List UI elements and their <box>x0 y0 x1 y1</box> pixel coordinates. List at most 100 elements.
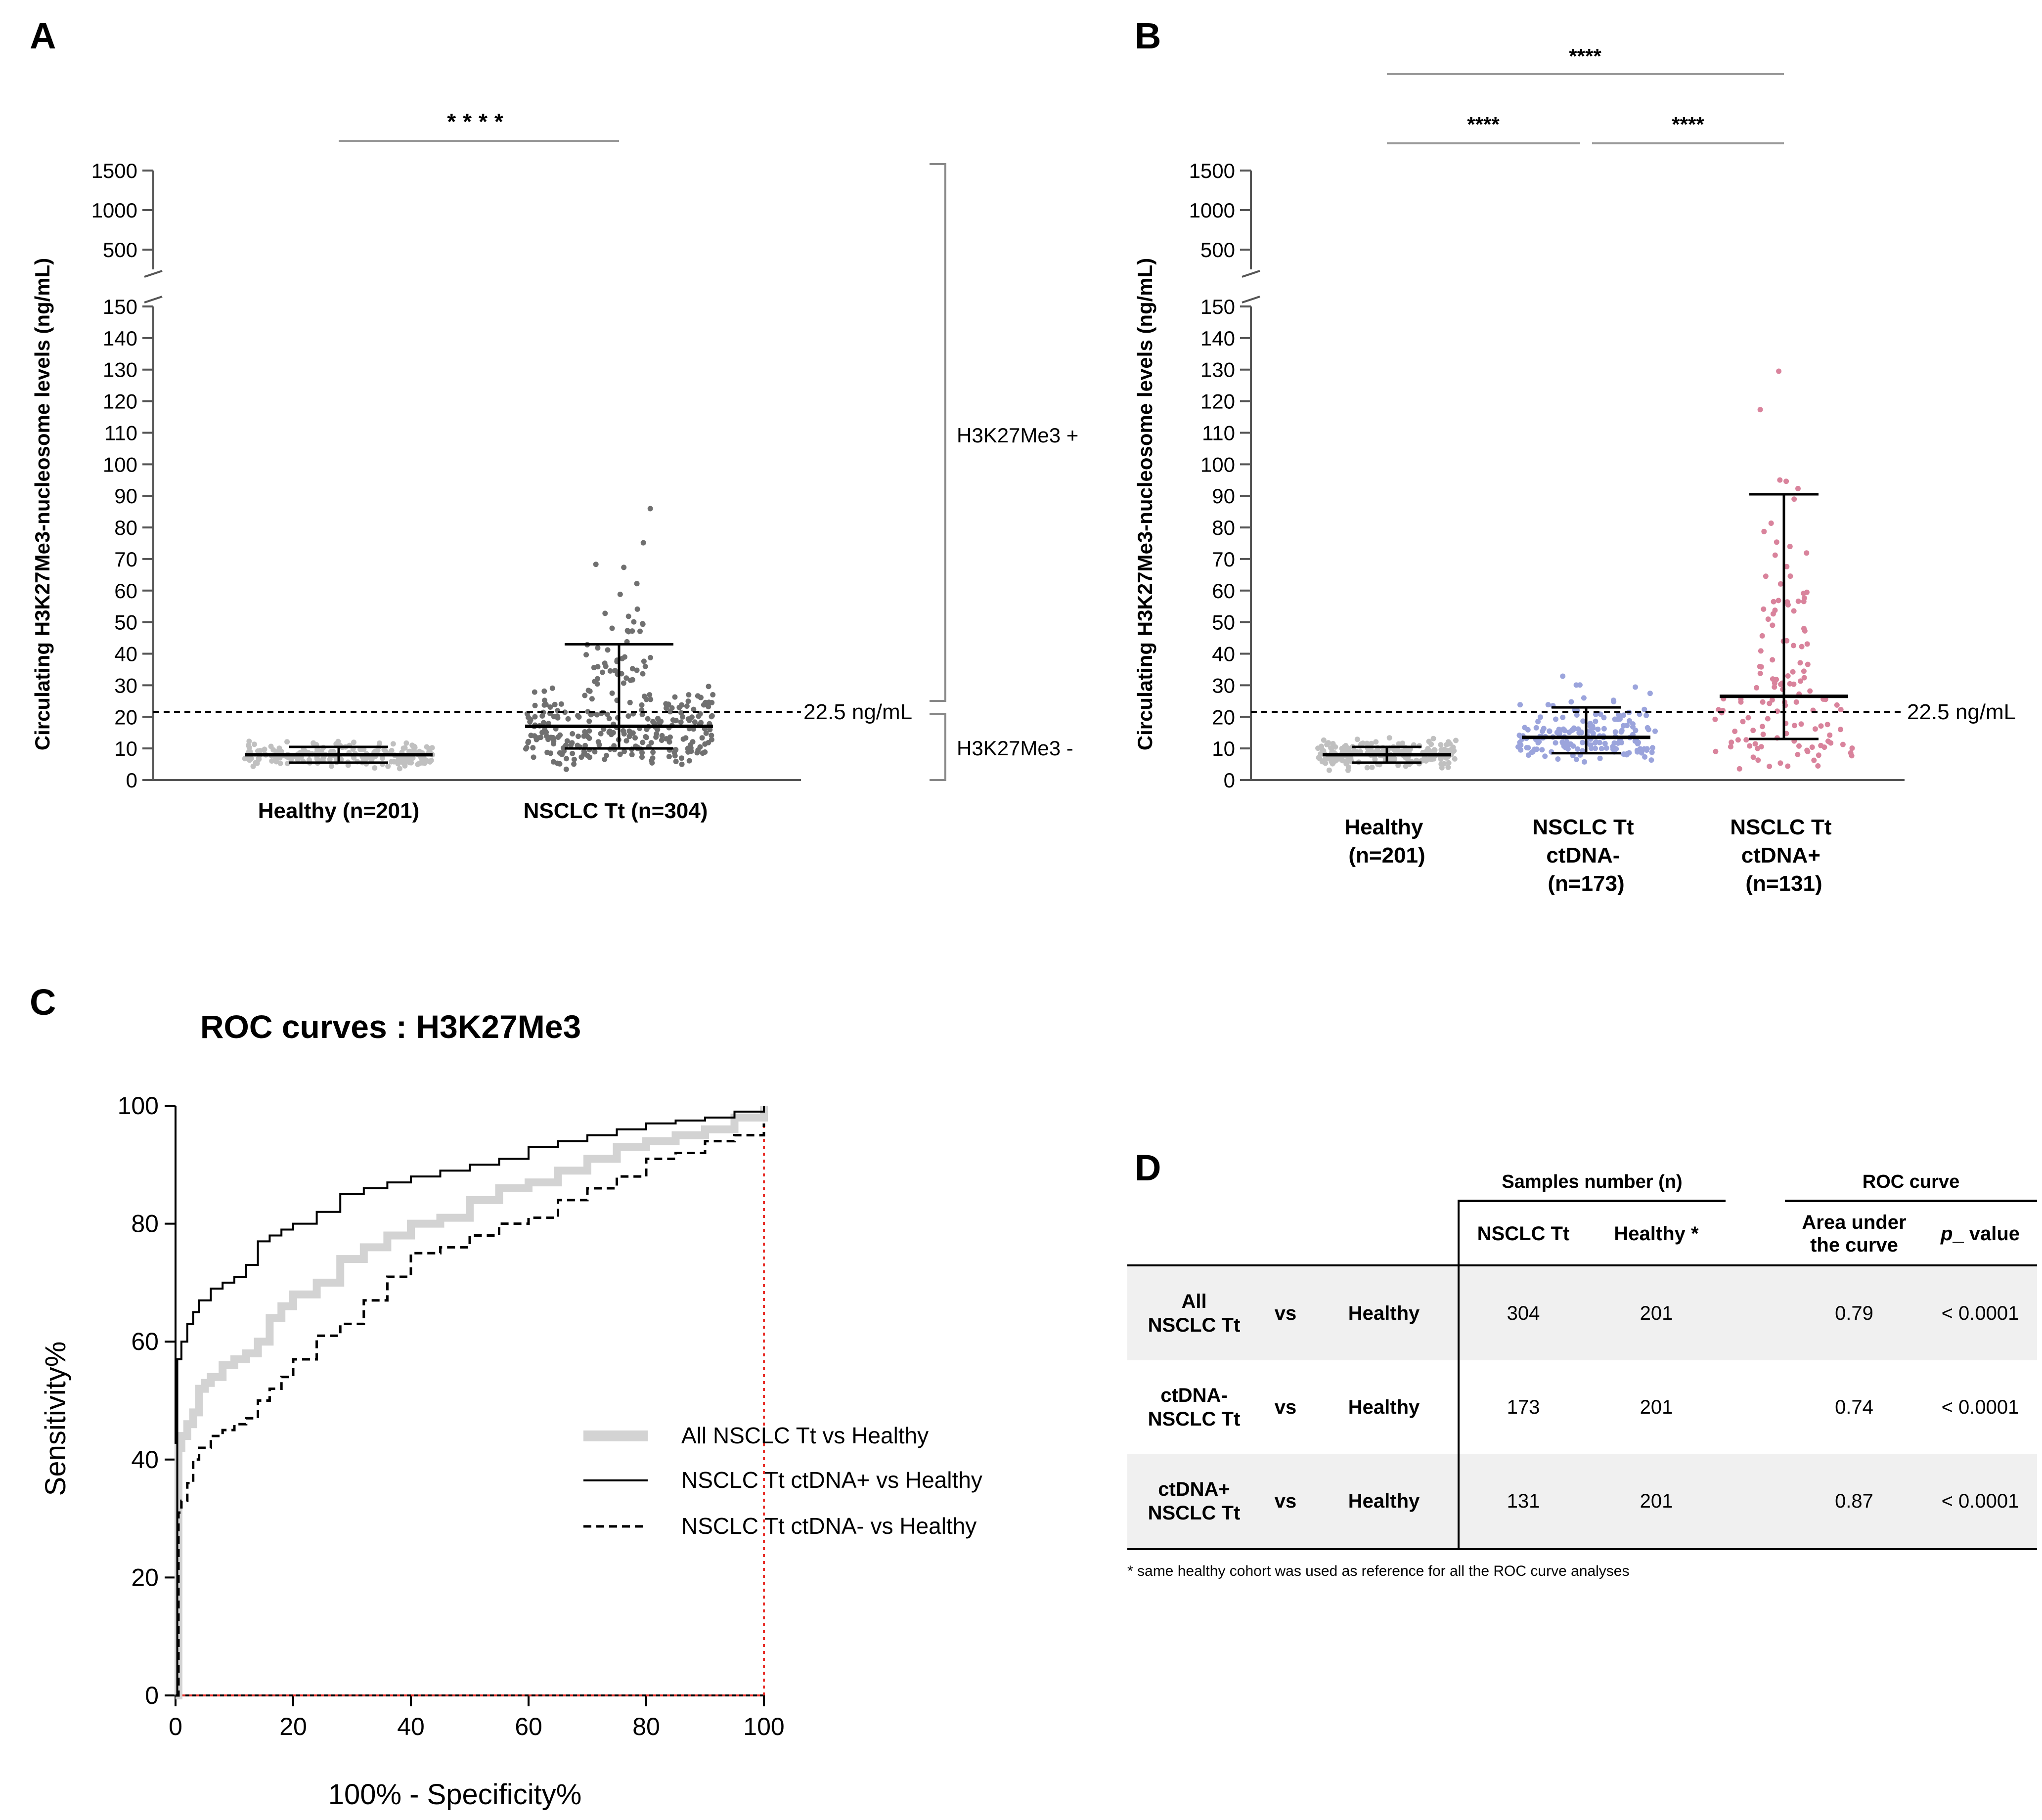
row-p: < 0.0001 <box>1941 1396 2019 1418</box>
data-point <box>1785 673 1791 679</box>
data-point <box>1574 712 1580 718</box>
panel-b-label-ctdna-neg-l1: NSCLC Tt <box>1532 815 1634 839</box>
data-point <box>256 755 262 761</box>
data-point <box>1787 573 1793 579</box>
data-point <box>1637 711 1642 717</box>
data-point <box>1577 682 1583 688</box>
data-point <box>585 734 590 739</box>
data-point <box>625 613 631 619</box>
table-row: All NSCLC Tt vs Healthy 304 201 0.79 < 0.… <box>1127 1265 2037 1360</box>
data-point <box>1619 728 1625 734</box>
panel-b-label-ctdna-pos-l1: NSCLC Tt <box>1730 815 1832 839</box>
data-point <box>541 720 546 726</box>
panel-c-legend: All NSCLC Tt vs Healthy NSCLC Tt ctDNA+ … <box>583 1423 982 1539</box>
panel-a-dots <box>242 506 716 772</box>
data-point <box>1812 726 1818 732</box>
data-point <box>684 703 690 709</box>
row-group: All NSCLC Tt <box>1127 1265 1261 1360</box>
data-point <box>602 610 608 616</box>
panel-b-ylabel: Circulating H3K27Me3-nucleosome levels (… <box>1133 258 1156 751</box>
data-point <box>629 666 635 672</box>
panel-c-ylabel: Sensitivity% <box>40 1342 72 1496</box>
data-point <box>655 716 661 722</box>
data-point <box>1643 747 1649 753</box>
panel-b-label-ctdna-neg-l2: ctDNA- <box>1546 843 1620 867</box>
data-point <box>1529 749 1535 755</box>
data-point <box>666 739 672 745</box>
data-point <box>595 645 601 651</box>
data-point <box>561 748 567 754</box>
y-tick-label: 150 <box>103 295 137 318</box>
data-point <box>1598 746 1604 751</box>
row-n-nsclc: 173 <box>1507 1396 1540 1418</box>
data-point <box>246 744 252 750</box>
data-point <box>1791 643 1796 649</box>
y-tick-label: 20 <box>1212 705 1235 729</box>
data-point <box>1358 741 1364 747</box>
data-point <box>707 727 713 733</box>
data-point <box>1649 745 1655 751</box>
row-p: < 0.0001 <box>1923 1454 2037 1550</box>
data-point <box>621 731 627 737</box>
panel-b-group-labels: Healthy (n=201) NSCLC Tt ctDNA- (n=173) … <box>1344 815 1832 896</box>
panel-c-title: ROC curves : H3K27Me3 <box>200 1008 581 1045</box>
roc-y-tick-label: 60 <box>131 1328 159 1355</box>
y-tick-label: 130 <box>103 358 137 382</box>
data-point <box>627 699 633 705</box>
y-tick-label: 140 <box>103 327 137 350</box>
data-point <box>706 740 711 745</box>
data-point <box>600 669 605 675</box>
data-point <box>1795 485 1801 491</box>
y-tick-label: 500 <box>1200 238 1235 261</box>
data-point <box>642 663 648 669</box>
data-point <box>1593 711 1598 717</box>
data-point <box>1612 729 1618 735</box>
row-auc: 0.87 <box>1785 1454 1923 1550</box>
panel-b-axes: 0 10 20 30 40 50 60 70 80 90 100 110 120 130 140 150 500… <box>1189 159 1905 792</box>
data-point <box>1735 737 1741 743</box>
data-point <box>1316 755 1322 761</box>
data-point <box>1768 520 1774 526</box>
data-point <box>542 697 547 703</box>
data-point <box>607 668 613 674</box>
data-point <box>1602 740 1608 746</box>
panel-c-legend-all: All NSCLC Tt vs Healthy <box>681 1423 929 1448</box>
panel-b-stats <box>1323 493 1848 764</box>
data-point <box>676 704 682 710</box>
data-point <box>592 749 598 755</box>
panel-b-label-ctdna-neg: NSCLC Tt ctDNA- (n=173) <box>1532 815 1640 896</box>
table-row: ctDNA+ NSCLC Tt vs Healthy 131 201 0.87 <… <box>1127 1454 2037 1550</box>
data-point <box>685 698 691 704</box>
row-n-healthy: 201 <box>1587 1265 1726 1360</box>
data-point <box>402 745 408 751</box>
data-point <box>1542 753 1548 759</box>
data-point <box>1809 744 1815 750</box>
data-point <box>634 606 640 612</box>
y-tick-label: 500 <box>103 238 137 261</box>
data-point <box>420 756 426 762</box>
data-point <box>390 741 396 747</box>
data-point <box>1369 764 1375 770</box>
row-group-l1: All <box>1181 1291 1207 1312</box>
y-tick-label: 60 <box>1212 579 1235 603</box>
data-point <box>415 761 421 767</box>
data-point <box>527 719 533 725</box>
row-group: ctDNA- NSCLC Tt <box>1127 1360 1261 1454</box>
data-point <box>1761 606 1767 612</box>
data-point <box>576 714 582 720</box>
panel-c-xlabel: 100% - Specificity% <box>328 1778 582 1811</box>
data-point <box>1757 407 1763 413</box>
data-point <box>1777 477 1783 483</box>
data-point <box>1645 727 1651 733</box>
data-point <box>703 730 709 736</box>
data-point <box>1539 747 1545 753</box>
data-point <box>424 758 430 764</box>
y-tick-label: 1500 <box>1189 159 1235 182</box>
data-point <box>593 562 599 567</box>
data-point <box>273 759 279 765</box>
y-tick-label: 20 <box>114 705 137 729</box>
row-group-l1: ctDNA+ <box>1158 1478 1230 1500</box>
data-point <box>640 671 646 677</box>
data-point <box>551 759 556 765</box>
panel-b-stars-right: **** <box>1672 113 1704 136</box>
